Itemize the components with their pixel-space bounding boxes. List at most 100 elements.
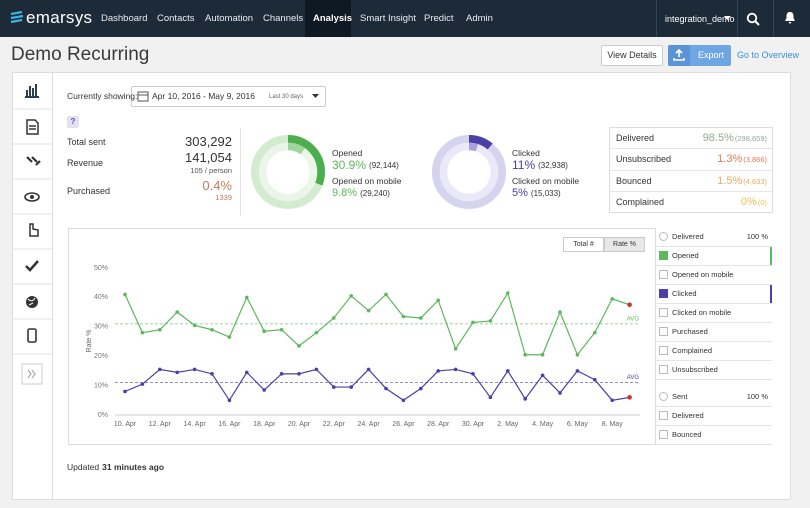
donut-count: (92,144) (369, 161, 399, 170)
search-icon[interactable] (746, 12, 760, 26)
nav-item[interactable]: Contacts (157, 13, 195, 24)
nav-item[interactable]: Smart Insight (360, 13, 416, 24)
legend-row (656, 407, 772, 426)
nav-active (305, 0, 351, 37)
view-details-button[interactable] (601, 45, 663, 66)
date-caret (312, 94, 319, 98)
summary-value: 303,292 (185, 134, 232, 149)
icon-globe-detail (27, 297, 36, 306)
icon-link[interactable] (26, 156, 41, 166)
expand-icon (27, 369, 36, 379)
donut-count: (29,240) (360, 189, 390, 198)
nav-item[interactable]: Analysis (313, 13, 353, 24)
logo: emarsys (26, 8, 93, 27)
legend-item[interactable]: Opened on mobile (672, 270, 734, 279)
delivery-label: Bounced (616, 175, 652, 186)
checkbox[interactable] (659, 411, 668, 420)
delivery-value: 1.5% (717, 174, 743, 187)
summary-sub: 1339 (215, 193, 232, 202)
dropdown-caret (724, 16, 731, 20)
icon-mobile[interactable] (27, 328, 37, 343)
bell-icon[interactable] (783, 11, 797, 25)
checkbox[interactable] (659, 346, 668, 355)
table-row-line (610, 148, 772, 150)
delivery-label: Unsubscribed (616, 154, 672, 165)
legend-color-bar (770, 247, 772, 265)
icon-document[interactable] (26, 119, 39, 135)
checkbox[interactable] (659, 327, 668, 336)
footer-time: 31 minutes ago (102, 462, 165, 472)
donut-count: (15,033) (530, 189, 561, 198)
icon-click[interactable] (29, 223, 39, 237)
summary-value: 0.4% (202, 178, 232, 193)
summary-label: Total sent (67, 137, 106, 147)
button-label[interactable]: Export (697, 50, 724, 60)
legend-item[interactable]: Complained (672, 346, 713, 355)
nav-item[interactable]: Dashboard (101, 13, 148, 24)
legend-header: Delivered (672, 232, 704, 241)
checkbox[interactable] (659, 251, 668, 260)
date-picker[interactable] (131, 86, 326, 107)
legend-item[interactable]: Bounced (672, 430, 702, 439)
legend-row (656, 323, 772, 342)
delivery-count: (0) (757, 197, 767, 207)
icon-check[interactable] (25, 260, 39, 272)
legend-item[interactable]: Purchased (672, 327, 708, 336)
donut-rate: 30.9% (332, 158, 367, 172)
legend-total: 100 % (746, 232, 768, 241)
donut-rate: 9.8% (332, 187, 358, 199)
donut-label: Opened (332, 148, 363, 158)
legend-color-bar (770, 285, 772, 303)
radio[interactable] (659, 392, 668, 401)
nav-item[interactable]: Automation (205, 13, 254, 24)
button-label[interactable]: View Details (607, 50, 657, 60)
legend-row (656, 285, 772, 304)
help-label[interactable]: ? (70, 117, 76, 126)
nav-item[interactable]: Predict (424, 13, 454, 24)
icon-globe[interactable] (26, 296, 38, 308)
legend-row (656, 361, 772, 380)
donut-rate: 5% (512, 187, 528, 199)
donut-count: (32,938) (538, 161, 568, 170)
nav-separator (773, 0, 774, 37)
toggle-button[interactable] (604, 237, 645, 252)
checkbox[interactable] (659, 365, 668, 374)
legend-header: Sent (672, 392, 688, 401)
legend-item[interactable]: Delivered (672, 411, 704, 420)
delivery-value: 98.5% (702, 132, 734, 144)
date-range[interactable]: Apr 10, 2016 - May 9, 2016 (152, 91, 256, 101)
donut-label: Clicked (512, 148, 540, 158)
legend-item[interactable]: Clicked (672, 289, 697, 298)
checkbox[interactable] (659, 270, 668, 279)
checkbox[interactable] (659, 430, 668, 439)
overview-link[interactable]: Go to Overview (737, 50, 800, 60)
help-badge[interactable] (67, 116, 79, 128)
expand-button[interactable] (21, 363, 43, 385)
legend-item[interactable]: Opened (672, 251, 699, 260)
nav-separator (656, 0, 657, 37)
legend-panel (655, 228, 773, 445)
nav-item[interactable]: Channels (263, 13, 304, 24)
icon-chart[interactable] (25, 84, 39, 98)
legend-row (656, 228, 772, 247)
toggle-button[interactable] (563, 237, 604, 252)
legend-item[interactable]: Clicked on mobile (672, 308, 732, 317)
icon-eye-pupil (30, 195, 34, 199)
delivery-value: 0% (740, 195, 757, 208)
sidebar-icons (12, 84, 53, 385)
account-menu[interactable]: integration_demo (665, 14, 735, 24)
radio[interactable] (659, 232, 668, 241)
toggle-label[interactable]: Rate % (613, 241, 636, 248)
table-row-line (610, 190, 772, 192)
summary-label: Revenue (67, 158, 104, 168)
delivery-label: Complained (616, 196, 665, 207)
checkbox[interactable] (659, 308, 668, 317)
legend-row (656, 266, 772, 285)
nav-item[interactable]: Admin (466, 13, 493, 24)
legend-item[interactable]: Unsubscribed (672, 365, 718, 374)
toggle-label[interactable]: Total # (573, 241, 594, 248)
donut-label: Clicked on mobile (512, 176, 580, 186)
icon-eye[interactable] (24, 192, 40, 202)
donut-rate: 11% (512, 158, 536, 172)
checkbox[interactable] (659, 289, 668, 298)
